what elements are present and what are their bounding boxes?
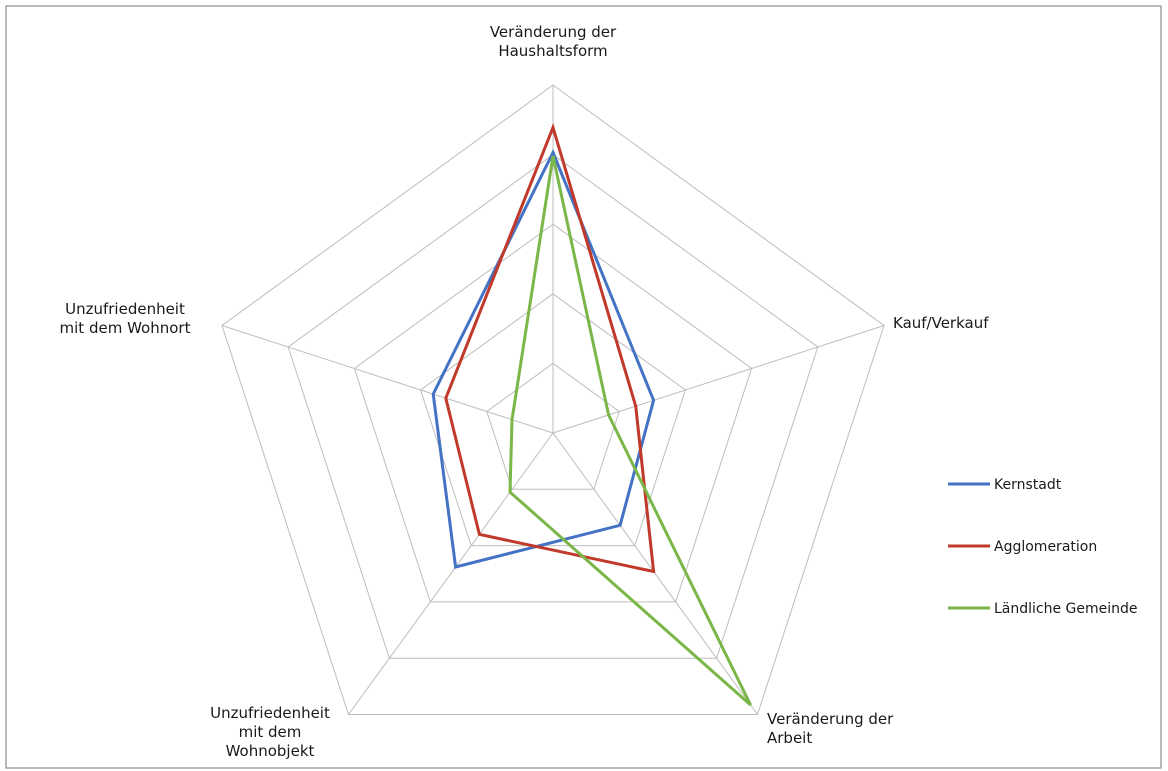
grid-ring-4 — [287, 153, 819, 659]
series-line-3 — [508, 155, 752, 707]
axis-label-5-line-2: mit dem Wohnort — [60, 319, 191, 337]
axis-label-4: Unzufriedenheit mit dem Wohnobjekt — [210, 704, 330, 760]
axis-label-1-line-1: Veränderung der — [490, 23, 617, 41]
grid-spoke-4 — [348, 432, 554, 715]
axis-label-5: Unzufriedenheit mit dem Wohnort — [60, 300, 191, 337]
axis-label-5-line-1: Unzufriedenheit — [65, 300, 185, 318]
series-lines — [431, 122, 752, 707]
axis-label-2-line-1: Kauf/Verkauf — [893, 314, 989, 332]
grid-spoke-2 — [552, 325, 885, 434]
axis-labels: Veränderung der HaushaltsformKauf/Verkauf… — [60, 23, 990, 760]
series-line-2 — [444, 122, 656, 574]
axis-label-3: Veränderung der Arbeit — [767, 710, 894, 747]
grid-spoke-3 — [552, 432, 758, 715]
axis-label-4-line-2: mit dem — [239, 723, 302, 741]
legend-label-3: Ländliche Gemeinde — [994, 601, 1138, 617]
axis-label-1-line-2: Haushaltsform — [498, 42, 607, 60]
axis-label-3-line-1: Veränderung der — [767, 710, 894, 728]
axis-label-4-line-1: Unzufriedenheit — [210, 704, 330, 722]
grid-ring-1 — [486, 362, 620, 490]
grid-ring-5 — [221, 84, 885, 715]
axis-label-3-line-2: Arbeit — [767, 729, 812, 747]
radar-grid — [221, 84, 885, 715]
legend: Kernstadt Agglomeration Ländliche Gemeinde — [948, 477, 1138, 617]
axis-label-2: Kauf/Verkauf — [893, 314, 989, 332]
axis-label-4-line-3: Wohnobjekt — [226, 742, 315, 760]
legend-label-2: Agglomeration — [994, 539, 1097, 555]
legend-label-1: Kernstadt — [994, 477, 1062, 493]
axis-label-1: Veränderung der Haushaltsform — [490, 23, 617, 60]
grid-ring-3 — [353, 223, 753, 603]
grid-spoke-5 — [221, 325, 554, 434]
chart-frame-border — [5, 5, 1162, 769]
